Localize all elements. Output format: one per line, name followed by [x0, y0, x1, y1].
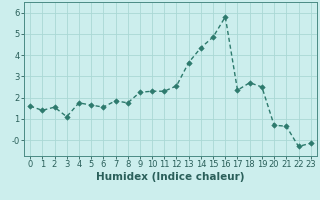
X-axis label: Humidex (Indice chaleur): Humidex (Indice chaleur) [96, 172, 245, 182]
